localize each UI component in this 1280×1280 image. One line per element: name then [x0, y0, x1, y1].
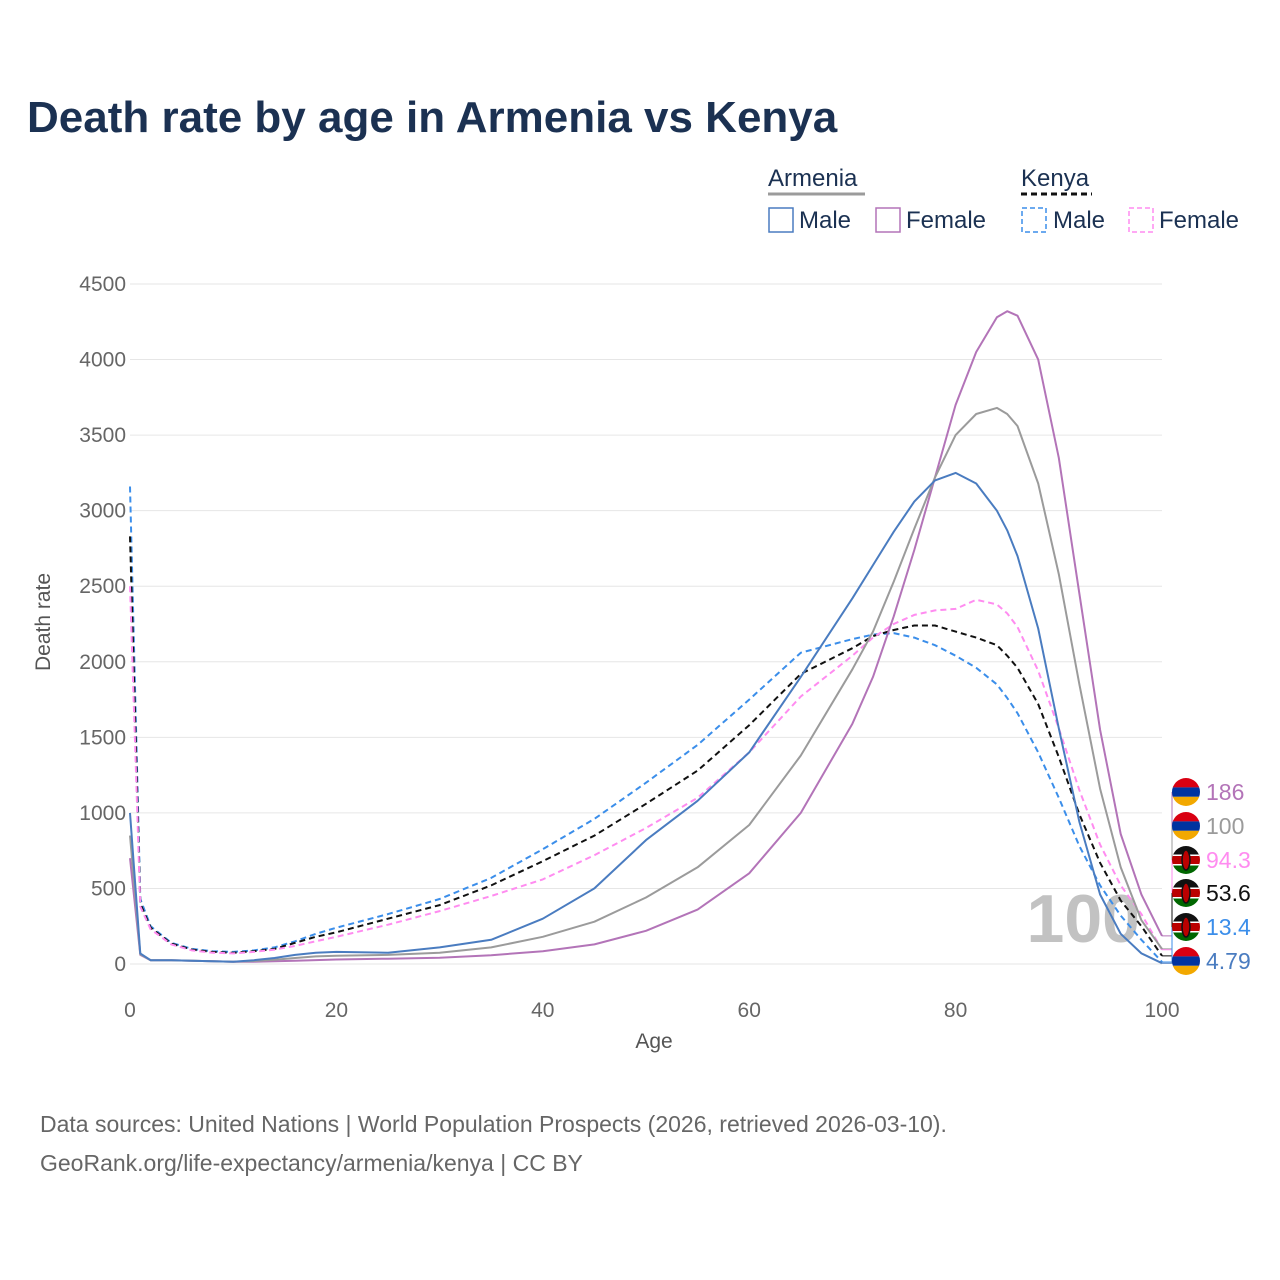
x-tick-label: 0 — [124, 999, 136, 1022]
armenia-flag-icon — [1172, 947, 1200, 975]
legend-armenia-female-label[interactable]: Female — [906, 207, 986, 234]
legend-armenia-female-swatch[interactable] — [875, 207, 901, 233]
y-tick-label: 2500 — [79, 575, 126, 598]
legend-armenia-male-swatch[interactable] — [768, 207, 794, 233]
y-tick-label: 4500 — [79, 273, 126, 296]
legend: Armenia Male Female Kenya Male Female — [768, 165, 1239, 234]
source-line-1: Data sources: United Nations | World Pop… — [40, 1111, 947, 1137]
armenia-flag-icon — [1172, 778, 1200, 806]
legend-kenya-title: Kenya — [1021, 165, 1090, 192]
end-value-label: 94.3 — [1206, 847, 1251, 873]
y-tick-label: 3500 — [79, 424, 126, 447]
legend-kenya-female-label[interactable]: Female — [1159, 207, 1239, 234]
series-line-kenya-female[interactable] — [129, 586, 1163, 955]
grid — [130, 283, 1162, 965]
end-label-armenia-male: 4.79 — [1162, 947, 1251, 975]
end-label-connector — [1162, 826, 1173, 950]
source-line-2: GeoRank.org/life-expectancy/armenia/keny… — [40, 1150, 583, 1176]
y-tick-label: 500 — [91, 877, 126, 900]
end-label-kenya-male: 13.4 — [1162, 913, 1251, 963]
series-line-armenia-female[interactable] — [129, 310, 1163, 963]
end-label-kenya-female: 94.3 — [1162, 846, 1251, 951]
x-tick-label: 60 — [738, 999, 761, 1022]
series-line-armenia-total[interactable] — [129, 406, 1163, 963]
series-line-kenya-male[interactable] — [129, 486, 1163, 963]
watermark-text: 100 — [1027, 881, 1140, 957]
legend-group-armenia[interactable]: Armenia Male Female — [768, 165, 986, 234]
y-tick-label: 2000 — [79, 651, 126, 674]
end-labels: 186 100 94.3 53.6 13.4 4.79 — [1162, 778, 1251, 975]
legend-kenya-male-label[interactable]: Male — [1053, 207, 1105, 234]
y-tick-label: 1000 — [79, 802, 126, 825]
x-axis-label: Age — [635, 1030, 672, 1053]
end-label-connector — [1162, 927, 1173, 963]
legend-group-kenya[interactable]: Kenya Male Female — [1021, 165, 1239, 234]
y-axis-label: Death rate — [32, 573, 55, 671]
series-line-kenya-total[interactable] — [129, 536, 1163, 957]
end-label-connector — [1162, 792, 1173, 937]
kenya-flag-icon — [1172, 846, 1200, 874]
y-tick-label: 4000 — [79, 349, 126, 372]
series — [129, 310, 1163, 965]
legend-armenia-male-label[interactable]: Male — [799, 207, 851, 234]
end-value-label: 4.79 — [1206, 948, 1251, 974]
end-label-connector — [1162, 893, 1173, 957]
kenya-flag-icon — [1172, 913, 1200, 941]
end-label-armenia-total: 100 — [1162, 812, 1244, 950]
armenia-flag-icon — [1172, 812, 1200, 840]
y-tick-label: 1500 — [79, 726, 126, 749]
chart-title: Death rate by age in Armenia vs Kenya — [27, 93, 838, 142]
end-value-label: 100 — [1206, 813, 1244, 839]
x-tick-label: 20 — [325, 999, 348, 1022]
x-axis-ticks: 0 20 40 60 80 100 — [124, 999, 1179, 1022]
y-axis-ticks: 0 500 1000 1500 2000 2500 3000 3500 4000 4500 — [79, 273, 126, 976]
end-label-connector — [1162, 961, 1173, 964]
legend-kenya-female-swatch[interactable] — [1128, 207, 1154, 233]
x-tick-label: 100 — [1144, 999, 1179, 1022]
y-tick-label: 3000 — [79, 500, 126, 523]
y-tick-label: 0 — [114, 953, 126, 976]
legend-kenya-male-swatch[interactable] — [1021, 207, 1047, 233]
end-value-label: 13.4 — [1206, 914, 1251, 940]
kenya-flag-icon — [1172, 879, 1200, 907]
end-value-label: 53.6 — [1206, 880, 1251, 906]
series-line-armenia-male[interactable] — [129, 471, 1163, 965]
legend-armenia-title: Armenia — [768, 165, 858, 192]
end-label-kenya-total: 53.6 — [1162, 879, 1251, 957]
x-tick-label: 80 — [944, 999, 967, 1022]
end-value-label: 186 — [1206, 779, 1244, 805]
x-tick-label: 40 — [531, 999, 554, 1022]
